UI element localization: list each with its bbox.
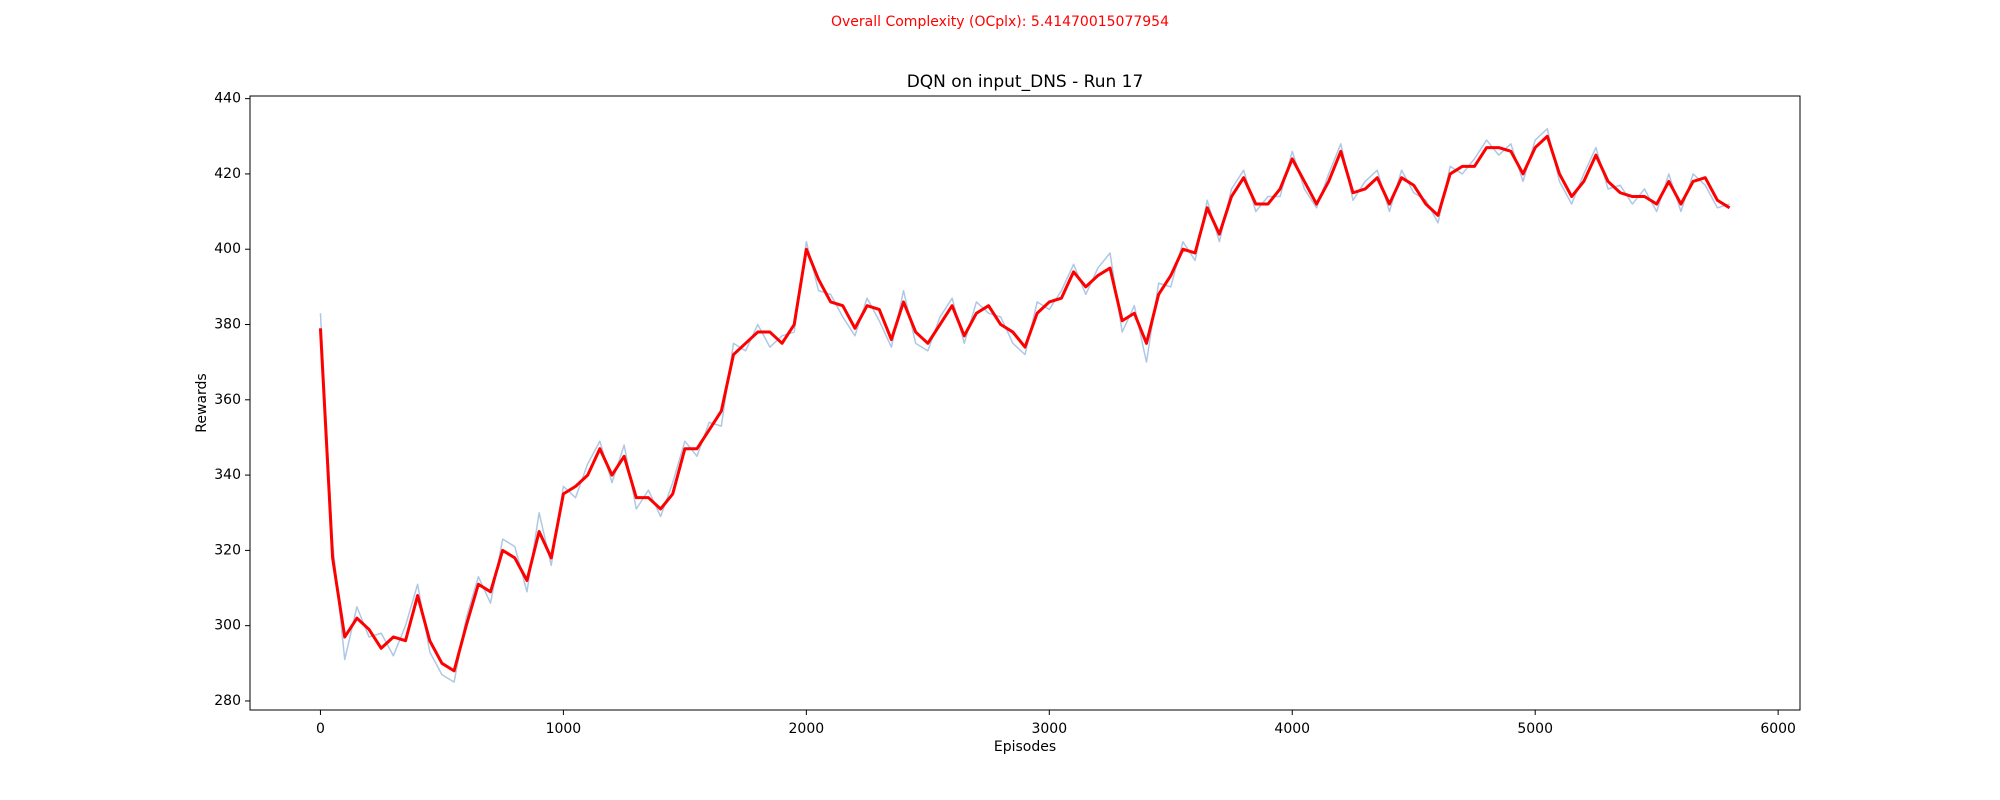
x-tick-label: 4000 [1274, 721, 1310, 737]
y-tick-label: 280 [214, 693, 241, 709]
x-tick-label: 1000 [546, 721, 582, 737]
x-tick-label: 6000 [1760, 721, 1796, 737]
y-tick-label: 340 [214, 467, 241, 483]
x-tick-label: 3000 [1031, 721, 1067, 737]
y-tick-label: 360 [214, 392, 241, 408]
x-tick-label: 0 [316, 721, 325, 737]
x-tick-label: 2000 [789, 721, 825, 737]
y-tick-label: 320 [214, 542, 241, 558]
y-tick-label: 440 [214, 91, 241, 107]
y-tick-label: 380 [214, 317, 241, 333]
series-line [318, 134, 1731, 673]
y-tick-label: 300 [214, 618, 241, 634]
y-tick-label: 400 [214, 241, 241, 257]
suptitle: Overall Complexity (OCplx): 5.4147001507… [831, 14, 1169, 30]
x-tick-label: 5000 [1517, 721, 1553, 737]
chart-title: DQN on input_DNS - Run 17 [907, 72, 1144, 92]
x-axis-label: Episodes [994, 739, 1056, 755]
y-tick-label: 420 [214, 166, 241, 182]
plot-frame [249, 95, 1801, 711]
y-axis-label: Rewards [194, 373, 210, 432]
